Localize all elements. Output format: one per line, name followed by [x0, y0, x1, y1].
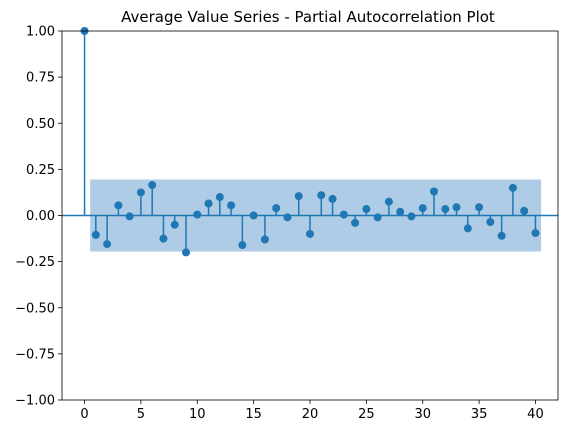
- x-tick-label-35: 35: [471, 407, 488, 422]
- marker-lag-36: [486, 217, 495, 226]
- marker-lag-13: [227, 201, 236, 210]
- marker-lag-31: [430, 187, 438, 196]
- marker-lag-40: [531, 229, 540, 238]
- x-tick-label-40: 40: [527, 407, 544, 422]
- marker-lag-6: [148, 181, 157, 190]
- y-tick-label-2: −0.50: [15, 301, 55, 316]
- marker-lag-21: [317, 191, 326, 200]
- y-tick-label-0: −1.00: [15, 394, 55, 409]
- x-tick-label-30: 30: [414, 407, 431, 422]
- chart-title: Average Value Series - Partial Autocorre…: [121, 8, 495, 26]
- y-tick-label-5: 0.25: [26, 163, 55, 178]
- marker-lag-14: [238, 241, 247, 250]
- y-tick-label-4: 0.00: [26, 209, 55, 224]
- marker-lag-38: [508, 183, 517, 192]
- marker-lag-39: [520, 206, 529, 215]
- y-tick-label-8: 1.00: [26, 25, 55, 40]
- x-tick-label-15: 15: [245, 407, 262, 422]
- marker-lag-33: [452, 203, 461, 212]
- marker-lag-26: [373, 213, 382, 222]
- marker-lag-29: [407, 212, 416, 221]
- marker-lag-15: [249, 211, 258, 220]
- marker-lag-22: [328, 194, 337, 203]
- marker-lag-32: [441, 205, 450, 214]
- marker-lag-27: [384, 197, 393, 206]
- marker-lag-37: [497, 231, 506, 240]
- marker-lag-23: [339, 210, 348, 219]
- marker-lag-4: [125, 212, 134, 221]
- marker-lag-5: [136, 188, 145, 197]
- marker-lag-8: [170, 220, 179, 229]
- x-tick-label-20: 20: [302, 407, 319, 422]
- marker-lag-1: [91, 230, 100, 239]
- x-tick-label-10: 10: [189, 407, 206, 422]
- y-tick-label-1: −0.75: [15, 347, 55, 362]
- marker-lag-25: [362, 205, 371, 214]
- marker-lag-7: [159, 234, 168, 243]
- y-tick-label-3: −0.25: [15, 255, 55, 270]
- marker-lag-16: [260, 235, 269, 244]
- x-tick-label-5: 5: [137, 407, 145, 422]
- marker-lag-17: [272, 204, 281, 213]
- y-tick-label-6: 0.50: [26, 117, 55, 132]
- marker-lag-2: [103, 240, 112, 249]
- marker-lag-35: [475, 203, 484, 212]
- marker-lag-12: [215, 193, 224, 202]
- marker-lag-9: [182, 248, 190, 257]
- marker-lag-34: [463, 224, 472, 233]
- marker-lag-10: [193, 210, 202, 219]
- marker-lag-24: [351, 218, 360, 227]
- x-tick-label-0: 0: [80, 407, 88, 422]
- marker-lag-20: [306, 229, 314, 238]
- marker-lag-19: [294, 192, 303, 201]
- y-tick-label-7: 0.75: [26, 71, 55, 86]
- axes-layer: 0 5 10 15 20 25 30 35 40 −1.00 −0.75 −0.50 −0.25 0.00…: [15, 25, 559, 422]
- marker-lag-3: [114, 201, 123, 210]
- marker-lag-18: [283, 213, 292, 222]
- marker-lag-28: [396, 207, 405, 216]
- x-tick-label-25: 25: [358, 407, 375, 422]
- marker-lag-30: [418, 204, 427, 213]
- marker-lag-11: [204, 199, 213, 208]
